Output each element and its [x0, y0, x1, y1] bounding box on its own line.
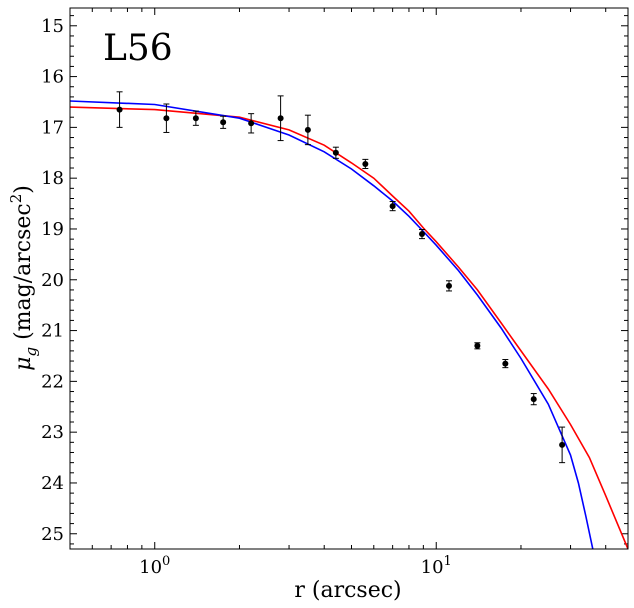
- data-point: [220, 119, 227, 126]
- data-point: [389, 203, 396, 210]
- y-axis-label-unit-close: ): [11, 185, 36, 194]
- data-point: [332, 149, 339, 156]
- y-tick-label: 20: [41, 270, 64, 291]
- y-tick-label: 17: [41, 117, 64, 138]
- y-tick-label: 19: [41, 219, 64, 240]
- y-axis-label: μg (mag/arcsec2): [7, 185, 40, 371]
- y-tick-label: 25: [41, 524, 64, 545]
- y-tick-label: 23: [41, 422, 64, 443]
- x-tick-label-base: 10: [139, 557, 162, 578]
- y-tick-label: 16: [41, 67, 64, 88]
- x-tick-label-exp: 0: [162, 554, 170, 569]
- fit-line-red: [70, 106, 628, 549]
- data-points-group: [116, 91, 566, 464]
- y-tick-label: 24: [41, 473, 64, 494]
- data-point: [277, 115, 284, 122]
- data-point: [502, 360, 509, 367]
- y-axis-label-unit: (mag/arcsec: [11, 203, 36, 347]
- y-tick-label: 22: [41, 371, 64, 392]
- plot-frame: [69, 7, 629, 550]
- y-axis-label-symbol: μ: [11, 357, 36, 371]
- data-point: [304, 126, 311, 133]
- data-point: [418, 231, 425, 238]
- y-axis-label-sub: g: [22, 347, 40, 357]
- fit-line-blue: [70, 100, 594, 549]
- data-point: [163, 115, 170, 122]
- y-axis-label-unit-sup: 2: [7, 194, 25, 204]
- y-tick-label: 18: [41, 168, 64, 189]
- x-tick-label: 100: [139, 554, 170, 578]
- x-tick-label: 101: [421, 554, 452, 578]
- x-tick-label-exp: 1: [444, 554, 452, 569]
- fit-lines-group: [70, 100, 628, 549]
- data-point: [530, 396, 537, 403]
- data-point: [248, 120, 255, 127]
- x-axis-label: r (arcsec): [294, 578, 401, 603]
- x-tick-label-base: 10: [421, 557, 444, 578]
- data-point: [474, 342, 481, 349]
- data-point: [116, 106, 123, 113]
- y-tick-label: 21: [41, 321, 64, 342]
- data-point: [445, 282, 452, 289]
- data-point: [192, 115, 199, 122]
- panel-label: L56: [103, 28, 173, 69]
- data-point: [559, 441, 566, 448]
- y-tick-label: 15: [41, 16, 64, 37]
- data-point: [362, 160, 369, 167]
